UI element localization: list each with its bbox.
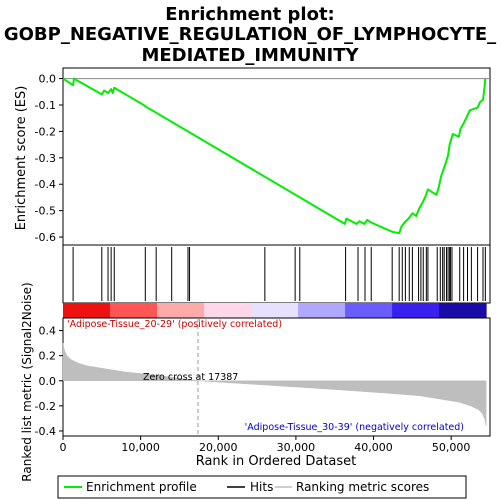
es-tick-label: 0.0 — [39, 73, 57, 86]
ticks-layer: 0.0 -0.1 -0.2 -0.3 -0.4 -0.5 -0.6 0.4 0.2 0.0 -0.2… — [35, 73, 471, 454]
heatmap-segment — [63, 303, 111, 318]
title-line-2: GOBP_NEGATIVE_REGULATION_OF_LYMPHOCYTE_ — [4, 24, 496, 45]
x-tick-label: 20,000 — [199, 441, 238, 454]
es-axis-label: Enrichment score (ES) — [14, 86, 29, 231]
metric-tick-label: 0.0 — [39, 375, 57, 388]
x-tick-label: 50,000 — [432, 441, 471, 454]
legend-label-hits: Hits — [250, 480, 273, 494]
es-layer — [62, 77, 490, 235]
es-tick-label: -0.3 — [35, 152, 56, 165]
heatmap-segment — [439, 303, 487, 318]
es-tick-label: -0.1 — [35, 99, 56, 112]
hits-layer — [72, 247, 486, 301]
positive-correlation-label: 'Adipose-Tissue_20-29' (positively corre… — [67, 319, 282, 330]
es-panel — [62, 67, 491, 246]
heatmap-segment — [157, 303, 205, 318]
heatmap-segment — [345, 303, 393, 318]
es-tick-label: -0.2 — [35, 125, 56, 138]
metric-tick-label: -0.2 — [35, 400, 56, 413]
x-axis-label: Rank in Ordered Dataset — [196, 454, 357, 469]
heatmap-segment — [110, 303, 158, 318]
legend-box — [57, 475, 467, 499]
metric-tick-label: -0.4 — [35, 425, 56, 438]
es-tick-label: -0.4 — [35, 178, 56, 191]
ranking-metric-area — [62, 343, 487, 427]
es-tick-label: -0.5 — [35, 205, 56, 218]
metric-tick-label: 0.2 — [39, 350, 57, 363]
heatmap-segment — [204, 303, 252, 318]
zero-cross-label: Zero cross at 17387 — [143, 372, 238, 383]
heatmap-segment — [251, 303, 299, 318]
legend-label-enrichment: Enrichment profile — [86, 480, 197, 494]
negative-correlation-label: 'Adipose-Tissue_30-39' (negatively corre… — [245, 422, 464, 433]
rank-heatmap — [63, 303, 487, 318]
heatmap-segment — [298, 303, 346, 318]
metric-layer — [62, 318, 487, 436]
x-tick-label: 0 — [60, 441, 67, 454]
x-tick-label: 30,000 — [277, 441, 316, 454]
metric-tick-label: 0.4 — [39, 325, 57, 338]
title-line-1: Enrichment plot: — [165, 4, 335, 25]
x-tick-label: 40,000 — [354, 441, 393, 454]
es-tick-label: -0.6 — [35, 231, 56, 244]
title-line-3: MEDIATED_IMMUNITY — [141, 45, 359, 66]
legend-label-ranking: Ranking metric scores — [296, 480, 429, 494]
x-tick-label: 10,000 — [121, 441, 160, 454]
enrichment-profile-line — [62, 77, 487, 235]
heatmap-segment — [392, 303, 440, 318]
metric-axis-label: Ranked list metric (Signal2Noise) — [20, 282, 34, 481]
